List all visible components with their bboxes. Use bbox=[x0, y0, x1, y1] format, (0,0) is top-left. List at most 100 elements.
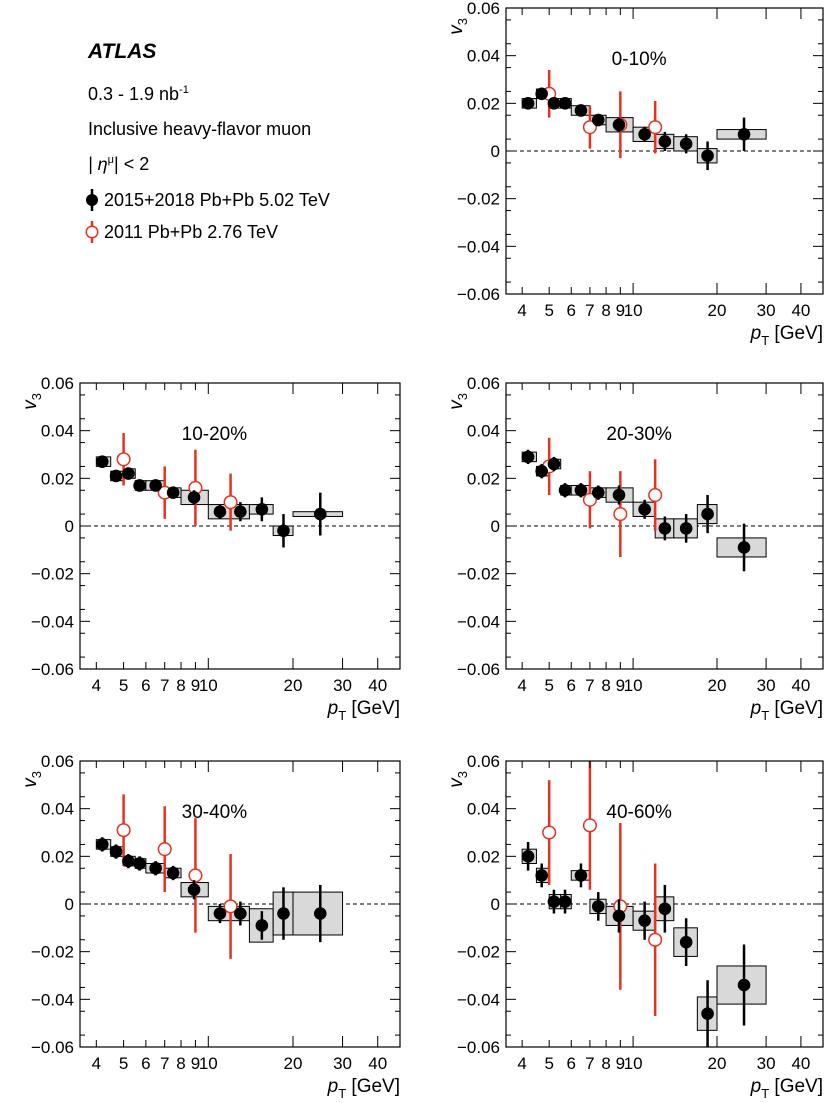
data-point-2015-2018 bbox=[166, 486, 180, 499]
y-tick-label: 0 bbox=[491, 142, 500, 161]
y-tick-label: 0.02 bbox=[41, 847, 74, 866]
data-point-2015-2018 bbox=[535, 464, 548, 478]
y-tick-label: −0.06 bbox=[457, 660, 500, 679]
y-tick-label: 0.04 bbox=[41, 422, 74, 441]
data-point-2011 bbox=[648, 120, 663, 135]
data-point-2015-2018 bbox=[521, 97, 535, 110]
x-tick-label: 8 bbox=[601, 301, 610, 320]
data-point-2015-2018 bbox=[679, 522, 693, 535]
data-point-2011 bbox=[582, 120, 597, 135]
x-tick-label: 4 bbox=[92, 676, 101, 695]
x-tick-label: 30 bbox=[757, 301, 776, 320]
y-tick-label: −0.06 bbox=[31, 660, 74, 679]
legend-entry-5tev: 2015+2018 Pb+Pb 5.02 TeV bbox=[84, 189, 424, 211]
data-point-2011 bbox=[116, 823, 131, 838]
x-tick-label: 6 bbox=[141, 1054, 150, 1073]
data-point-2015-2018 bbox=[737, 128, 751, 141]
data-point-2015-2018 bbox=[109, 469, 123, 483]
data-point-2015-2018 bbox=[679, 137, 693, 151]
data-point-2015-2018 bbox=[187, 491, 201, 504]
y-tick-label: −0.02 bbox=[457, 190, 500, 209]
y-tick-label: 0 bbox=[491, 517, 500, 536]
centrality-label: 30-40% bbox=[182, 802, 248, 823]
x-axis-label: pT [GeV] bbox=[750, 323, 823, 348]
y-tick-label: 0.06 bbox=[467, 374, 500, 393]
x-tick-label: 30 bbox=[333, 1054, 352, 1073]
data-point-2015-2018 bbox=[122, 467, 135, 480]
x-tick-label: 10 bbox=[199, 1054, 218, 1073]
data-point-2015-2018 bbox=[277, 524, 290, 538]
data-point-2011 bbox=[613, 507, 628, 522]
x-tick-label: 10 bbox=[624, 301, 643, 320]
data-point-2015-2018 bbox=[612, 488, 626, 502]
data-point-2015-2018 bbox=[255, 503, 269, 516]
x-tick-label: 6 bbox=[567, 1054, 576, 1073]
panel-10-20%: 0.06 0.04 0.02 0 −0.02 −0.04 −0.06 4 5 6 7 8 910 20 30… bbox=[20, 374, 401, 723]
y-tick-label: 0.06 bbox=[467, 752, 500, 771]
y-tick-label: −0.04 bbox=[457, 990, 500, 1009]
x-tick-label: 30 bbox=[757, 676, 776, 695]
x-tick-label: 4 bbox=[517, 676, 526, 695]
y-tick-label: 0.02 bbox=[41, 469, 74, 488]
data-point-2015-2018 bbox=[638, 914, 651, 927]
data-point-2015-2018 bbox=[535, 869, 548, 882]
luminosity-label: 0.3 - 1.9 nb-1 bbox=[88, 84, 189, 104]
legend-label-5tev: 2015+2018 Pb+Pb 5.02 TeV bbox=[104, 189, 330, 210]
y-axis-label: v3 bbox=[446, 18, 470, 35]
data-point-2015-2018 bbox=[149, 861, 162, 875]
data-point-2011 bbox=[188, 868, 203, 883]
panel-30-40%: 0.06 0.04 0.02 0 −0.02 −0.04 −0.06 4 5 6 7 8 910 20 30… bbox=[20, 752, 401, 1101]
panel-0-10%: 0.06 0.04 0.02 0 −0.02 −0.04 −0.06 4 5 6 7 8 910 20 30… bbox=[446, 0, 824, 348]
data-point-2015-2018 bbox=[658, 902, 672, 916]
data-point-2015-2018 bbox=[737, 541, 751, 554]
data-point-2015-2018 bbox=[591, 113, 605, 127]
y-tick-label: 0.02 bbox=[467, 94, 500, 113]
y-tick-label: −0.02 bbox=[457, 565, 500, 584]
data-point-2015-2018 bbox=[187, 883, 201, 896]
y-tick-label: 0 bbox=[65, 517, 74, 536]
observable-label: Inclusive heavy-flavor muon bbox=[88, 119, 312, 139]
data-point-2011 bbox=[116, 452, 131, 467]
y-tick-label: 0.04 bbox=[41, 800, 74, 819]
data-point-2015-2018 bbox=[558, 97, 572, 110]
x-tick-label: 20 bbox=[708, 301, 727, 320]
x-tick-label: 8 bbox=[176, 676, 185, 695]
x-tick-label: 40 bbox=[791, 676, 810, 695]
y-tick-label: −0.04 bbox=[31, 612, 74, 631]
x-tick-label: 40 bbox=[791, 1054, 810, 1073]
data-point-2015-2018 bbox=[535, 87, 548, 101]
data-point-2015-2018 bbox=[679, 935, 693, 949]
x-tick-label: 4 bbox=[517, 301, 526, 320]
data-point-2015-2018 bbox=[213, 505, 227, 518]
data-point-2015-2018 bbox=[547, 97, 561, 110]
y-tick-label: −0.02 bbox=[31, 565, 74, 584]
data-point-2011 bbox=[648, 932, 663, 947]
centrality-label: 20-30% bbox=[606, 424, 672, 445]
data-point-2011 bbox=[223, 899, 238, 914]
data-point-2015-2018 bbox=[255, 919, 269, 932]
x-tick-label: 30 bbox=[757, 1054, 776, 1073]
data-point-2015-2018 bbox=[638, 503, 651, 516]
centrality-label: 0-10% bbox=[612, 49, 667, 70]
y-tick-label: −0.06 bbox=[457, 285, 500, 304]
x-tick-label: 4 bbox=[92, 1054, 101, 1073]
panel-20-30%: 0.06 0.04 0.02 0 −0.02 −0.04 −0.06 4 5 6 7 8 910 20 30… bbox=[446, 374, 824, 723]
data-point-2015-2018 bbox=[133, 479, 146, 492]
x-tick-label: 10 bbox=[199, 676, 218, 695]
y-axis-label: v3 bbox=[20, 771, 44, 788]
data-point-2015-2018 bbox=[234, 505, 247, 518]
x-tick-label: 5 bbox=[544, 1054, 553, 1073]
y-tick-label: 0.02 bbox=[467, 469, 500, 488]
x-axis-label: pT [GeV] bbox=[750, 698, 823, 723]
data-point-2015-2018 bbox=[558, 483, 572, 497]
data-point-2015-2018 bbox=[166, 866, 180, 880]
data-point-2015-2018 bbox=[558, 895, 572, 908]
data-point-2015-2018 bbox=[574, 483, 588, 497]
data-point-2015-2018 bbox=[612, 909, 626, 923]
x-tick-label: 8 bbox=[601, 676, 610, 695]
y-tick-label: −0.02 bbox=[457, 943, 500, 962]
y-tick-label: −0.02 bbox=[31, 943, 74, 962]
y-tick-label: 0.04 bbox=[467, 422, 500, 441]
panel-40-60%: 0.06 0.04 0.02 0 −0.02 −0.04 −0.06 4 5 6 7 8 910 20 30… bbox=[446, 752, 824, 1101]
